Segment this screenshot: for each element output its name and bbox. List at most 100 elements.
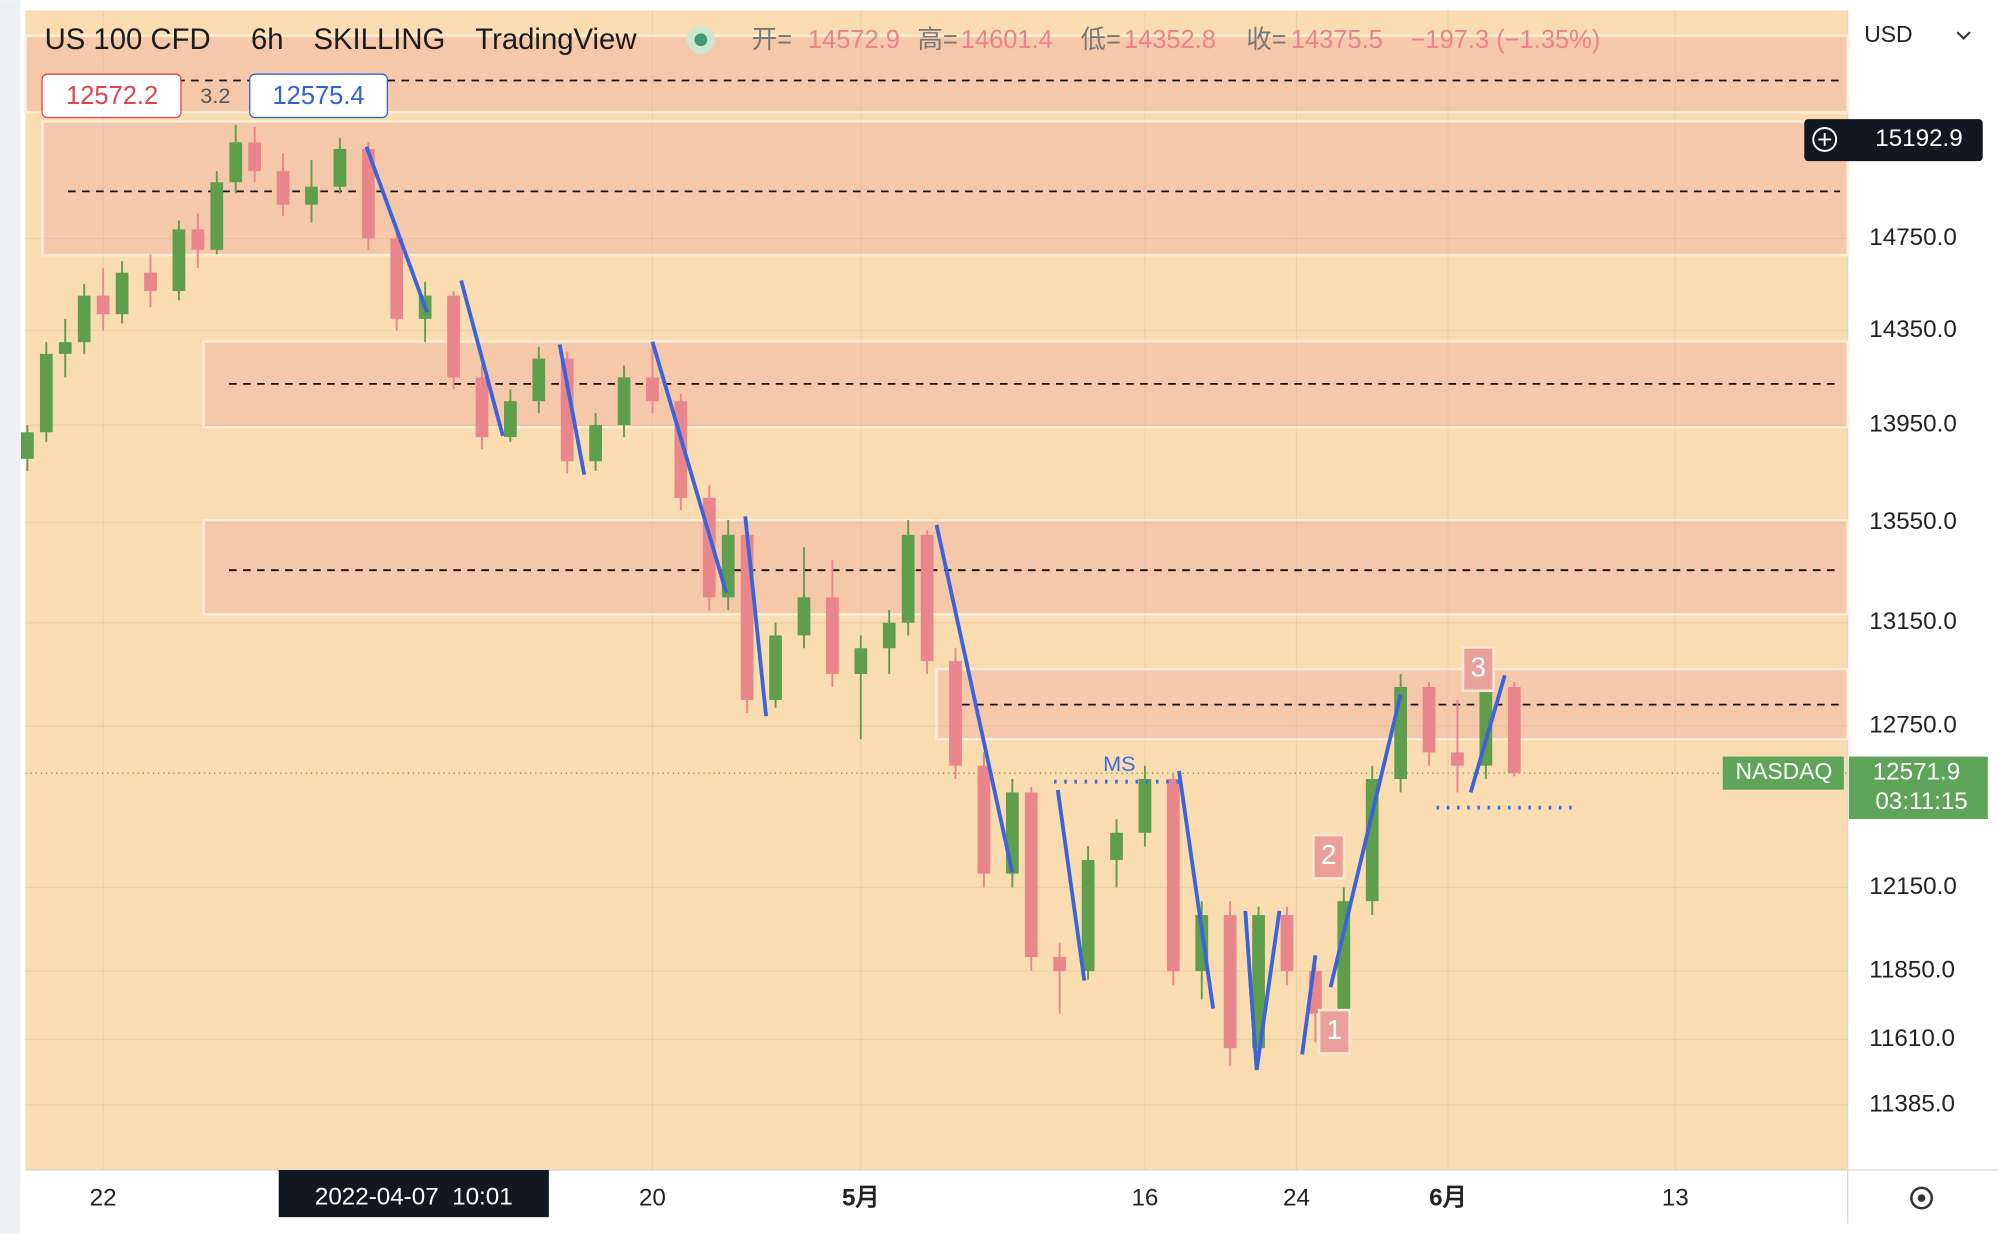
status-dot bbox=[694, 33, 708, 47]
candle-body bbox=[276, 171, 290, 205]
y-tick-label: 12750.0 bbox=[1869, 711, 1957, 738]
candle-body bbox=[826, 597, 839, 675]
candle-body bbox=[1005, 792, 1019, 874]
wave-label-box bbox=[1461, 646, 1495, 693]
close-label: 收= bbox=[1246, 26, 1286, 54]
x-tick-label: 22 bbox=[90, 1185, 117, 1212]
candle-body bbox=[447, 295, 460, 378]
platform: TradingView bbox=[475, 23, 637, 56]
interval[interactable]: 6h bbox=[251, 23, 284, 56]
open-value: 14572.9 bbox=[808, 26, 900, 54]
candle-body bbox=[475, 377, 489, 438]
spread: 3.2 bbox=[200, 83, 230, 108]
candle-body bbox=[361, 148, 375, 239]
wave-label: 2 bbox=[1321, 839, 1337, 870]
buy-button[interactable] bbox=[249, 73, 389, 119]
y-tick-label: 11385.0 bbox=[1869, 1090, 1955, 1117]
settings-icon[interactable] bbox=[1910, 1186, 1934, 1210]
candle-body bbox=[504, 401, 517, 438]
candle-body bbox=[96, 295, 110, 315]
last-price-label: 12571.9 bbox=[1873, 759, 1961, 786]
x-tick-label: 20 bbox=[639, 1185, 666, 1212]
y-tick-label: 13550.0 bbox=[1869, 508, 1957, 535]
y-tick-label: 13950.0 bbox=[1869, 410, 1957, 437]
crosshair-date-badge bbox=[278, 1170, 549, 1218]
y-tick-label: 14750.0 bbox=[1869, 224, 1957, 251]
y-tick-label: 11610.0 bbox=[1869, 1025, 1955, 1052]
wave-label: 3 bbox=[1470, 652, 1486, 683]
level-label: MS bbox=[1103, 751, 1135, 776]
candle-body bbox=[191, 229, 205, 250]
add-icon bbox=[1812, 127, 1838, 152]
trendline bbox=[1243, 910, 1282, 1071]
candle-body bbox=[21, 432, 34, 459]
candle-body bbox=[1365, 778, 1379, 902]
candle-body bbox=[901, 534, 915, 623]
candle-body bbox=[1337, 901, 1351, 1014]
source-badge bbox=[1722, 756, 1844, 790]
settings-icon[interactable] bbox=[1917, 1194, 1926, 1202]
candle-body bbox=[1053, 956, 1067, 972]
candle-body bbox=[333, 148, 347, 187]
low-value: 14352.8 bbox=[1124, 26, 1216, 54]
candle-body bbox=[144, 272, 157, 292]
close-value: 14375.5 bbox=[1291, 26, 1383, 54]
candle-body bbox=[646, 377, 659, 402]
candle-body bbox=[1081, 859, 1095, 972]
candle-body bbox=[1024, 792, 1038, 957]
candle-body bbox=[1451, 752, 1464, 766]
chevron[interactable] bbox=[1956, 31, 1971, 40]
crosshair-price-badge bbox=[1804, 119, 1983, 162]
symbol[interactable]: US 100 CFD bbox=[45, 23, 211, 56]
wave-label-box bbox=[1317, 1008, 1351, 1055]
candle-body bbox=[172, 229, 186, 292]
crosshair-price-label: 15192.9 bbox=[1875, 125, 1963, 152]
candle-body bbox=[1138, 778, 1152, 833]
currency[interactable]: USD bbox=[1864, 21, 1912, 47]
candle-body bbox=[58, 342, 72, 354]
candle-body bbox=[532, 358, 546, 402]
candle-body bbox=[1166, 778, 1180, 972]
header: US 100 CFD 6h SKILLING TradingView 开= 14… bbox=[41, 21, 1971, 1210]
add-icon bbox=[1818, 133, 1832, 146]
candle-body bbox=[305, 186, 318, 205]
x-tick-label: 16 bbox=[1131, 1185, 1158, 1212]
candle-body bbox=[210, 182, 224, 250]
trendline bbox=[1300, 955, 1318, 1055]
candle-body bbox=[115, 272, 129, 315]
candle-body bbox=[797, 597, 811, 636]
change-value: −197.3 (−1.35%) bbox=[1411, 26, 1601, 54]
candle-body bbox=[949, 661, 962, 766]
low-label: 低= bbox=[1081, 26, 1121, 54]
ask-price: 12575.4 bbox=[273, 82, 365, 110]
candle-body bbox=[769, 635, 782, 700]
candle-body bbox=[977, 765, 991, 874]
trendline bbox=[459, 279, 505, 437]
candle-body bbox=[1507, 686, 1521, 774]
trendline bbox=[1468, 674, 1507, 793]
candle-body bbox=[229, 142, 243, 183]
high-value: 14601.4 bbox=[961, 26, 1053, 54]
candle-body bbox=[248, 142, 262, 172]
y-tick-label: 13150.0 bbox=[1869, 608, 1957, 635]
candle-body bbox=[77, 295, 91, 343]
sell-button[interactable] bbox=[41, 73, 182, 119]
candle-body bbox=[1422, 686, 1436, 753]
plot-area bbox=[25, 10, 1848, 1171]
candle-body bbox=[1110, 832, 1123, 860]
crosshair-date-label: 2022-04-07 10:01 bbox=[315, 1183, 513, 1210]
wave-label: 1 bbox=[1327, 1014, 1343, 1045]
candle-body bbox=[854, 648, 868, 675]
trendline bbox=[1177, 770, 1215, 1009]
trendline bbox=[364, 146, 429, 313]
wave-label-box bbox=[1312, 833, 1346, 880]
last-price-badge bbox=[1848, 756, 1988, 820]
candle-body bbox=[920, 534, 934, 662]
x-tick-label: 13 bbox=[1662, 1185, 1689, 1212]
trendline bbox=[934, 524, 1015, 873]
candle-body bbox=[882, 622, 896, 649]
candle-body bbox=[617, 377, 631, 426]
x-tick-label: 5月 bbox=[842, 1185, 880, 1212]
trendline bbox=[650, 341, 729, 594]
